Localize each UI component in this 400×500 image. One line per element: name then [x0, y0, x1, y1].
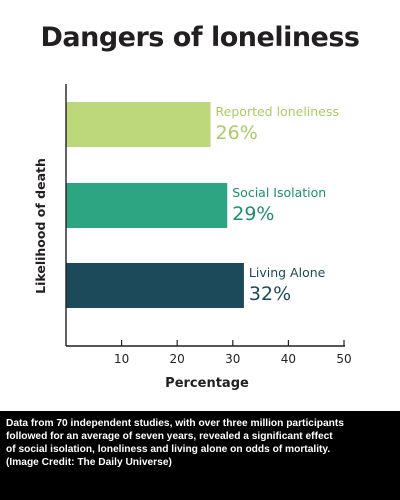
x-tick-label: 50 — [336, 352, 351, 366]
bar-chart: Reported loneliness 26% Social Isolation 29… — [33, 84, 352, 391]
bar — [66, 102, 211, 147]
caption-line: followed for an average of seven years, … — [6, 431, 333, 442]
caption-line: of social isolation, loneliness and livi… — [6, 444, 331, 455]
x-axis-title: Percentage — [165, 376, 249, 391]
chart-title: Dangers of loneliness — [40, 22, 361, 53]
bar-value-label: 26% — [216, 122, 258, 144]
y-axis-title: Likelihood of death — [33, 158, 48, 294]
bar-value-label: 32% — [249, 283, 291, 305]
x-tick-label: 40 — [281, 352, 296, 366]
bar — [66, 183, 228, 228]
bar-category-label: Social Isolation — [232, 185, 326, 200]
x-tick-label: 10 — [114, 352, 129, 366]
caption-line: Data from 70 independent studies, with o… — [6, 418, 344, 429]
bar-value-label: 29% — [232, 203, 274, 225]
bar-category-label: Reported loneliness — [216, 104, 339, 119]
x-tick-label: 30 — [225, 352, 240, 366]
bar — [66, 263, 244, 308]
caption-line: (Image Credit: The Daily Universe) — [6, 457, 172, 468]
bar-category-label: Living Alone — [249, 265, 326, 280]
x-tick-label: 20 — [170, 352, 185, 366]
image-caption: Data from 70 independent studies, with o… — [0, 411, 400, 500]
